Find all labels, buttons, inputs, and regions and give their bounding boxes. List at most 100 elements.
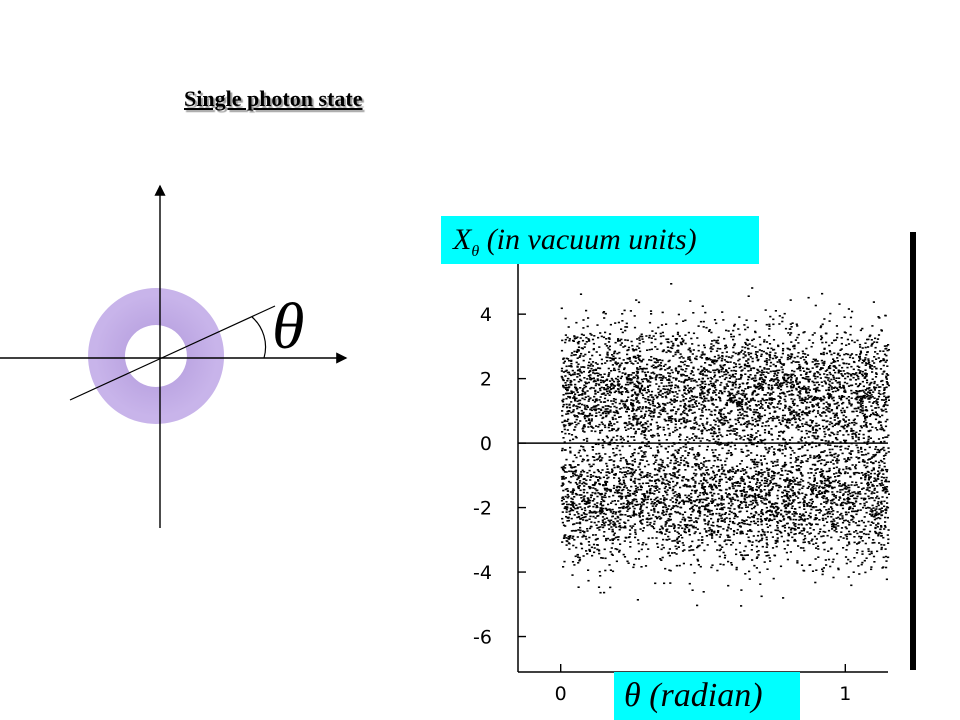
scatter-point bbox=[603, 522, 606, 525]
scatter-point bbox=[660, 502, 663, 504]
scatter-point bbox=[730, 375, 733, 378]
scatter-point bbox=[855, 354, 858, 356]
scatter-point bbox=[675, 493, 678, 496]
scatter-point bbox=[613, 405, 616, 408]
scatter-point bbox=[873, 541, 876, 544]
scatter-point bbox=[648, 348, 651, 351]
scatter-point bbox=[633, 315, 636, 317]
scatter-point bbox=[699, 565, 702, 568]
scatter-point bbox=[869, 437, 872, 439]
scatter-point bbox=[633, 498, 636, 500]
scatter-point bbox=[616, 421, 619, 423]
scatter-point bbox=[766, 368, 769, 370]
scatter-point bbox=[624, 339, 627, 341]
scatter-point bbox=[657, 469, 660, 472]
scatter-point bbox=[836, 552, 839, 555]
scatter-point bbox=[569, 466, 573, 468]
scatter-point bbox=[727, 449, 730, 452]
scatter-point bbox=[684, 518, 687, 520]
scatter-point bbox=[687, 331, 690, 334]
scatter-point bbox=[847, 433, 850, 436]
scatter-point bbox=[679, 361, 683, 363]
scatter-point bbox=[647, 407, 650, 409]
scatter-point bbox=[645, 428, 648, 430]
scatter-point bbox=[666, 483, 669, 485]
scatter-point bbox=[687, 479, 690, 481]
scatter-point bbox=[576, 483, 579, 486]
scatter-point bbox=[751, 357, 754, 360]
scatter-point bbox=[776, 361, 779, 363]
scatter-point bbox=[745, 319, 748, 321]
scatter-point bbox=[614, 511, 618, 513]
scatter-point bbox=[701, 437, 704, 440]
scatter-point bbox=[694, 401, 697, 404]
scatter-point bbox=[757, 471, 760, 473]
scatter-point bbox=[579, 337, 582, 339]
scatter-point bbox=[807, 296, 810, 299]
scatter-point bbox=[772, 391, 775, 393]
scatter-point bbox=[644, 444, 647, 447]
scatter-point bbox=[835, 377, 838, 379]
scatter-point bbox=[705, 531, 708, 533]
scatter-point bbox=[726, 494, 729, 496]
scatter-point bbox=[880, 501, 883, 504]
scatter-point bbox=[619, 510, 622, 512]
scatter-point bbox=[646, 498, 649, 501]
scatter-point bbox=[761, 407, 764, 410]
scatter-point bbox=[749, 500, 752, 503]
scatter-point bbox=[743, 435, 746, 437]
scatter-point bbox=[782, 377, 785, 379]
scatter-point bbox=[835, 503, 838, 506]
scatter-point bbox=[873, 489, 876, 491]
scatter-point bbox=[734, 428, 737, 430]
scatter-point bbox=[602, 512, 606, 515]
scatter-point bbox=[728, 392, 731, 394]
scatter-point bbox=[672, 377, 675, 379]
scatter-point bbox=[713, 359, 716, 361]
scatter-point bbox=[725, 481, 728, 483]
scatter-point bbox=[720, 359, 723, 362]
scatter-point bbox=[732, 498, 735, 500]
scatter-point bbox=[849, 501, 852, 504]
scatter-point bbox=[713, 355, 716, 358]
scatter-point bbox=[821, 568, 824, 571]
scatter-point bbox=[857, 509, 860, 512]
scatter-point bbox=[810, 523, 813, 526]
scatter-point bbox=[668, 359, 671, 362]
scatter-point bbox=[672, 468, 675, 470]
scatter-point bbox=[767, 450, 770, 452]
scatter-point bbox=[760, 520, 764, 522]
scatter-point bbox=[643, 430, 646, 433]
scatter-point bbox=[803, 535, 806, 537]
scatter-point bbox=[673, 455, 676, 458]
scatter-point bbox=[768, 501, 771, 503]
scatter-point bbox=[783, 464, 786, 467]
scatter-point bbox=[649, 377, 652, 380]
scatter-point bbox=[867, 459, 870, 461]
scatter-point bbox=[825, 426, 828, 429]
scatter-point bbox=[620, 338, 623, 341]
scatter-point bbox=[833, 416, 836, 418]
scatter-point bbox=[783, 379, 786, 382]
scatter-point bbox=[647, 430, 650, 432]
scatter-point bbox=[584, 519, 588, 522]
scatter-point bbox=[587, 364, 590, 367]
scatter-point bbox=[748, 364, 751, 367]
scatter-point bbox=[625, 497, 628, 499]
scatter-point bbox=[612, 411, 615, 413]
scatter-point bbox=[609, 551, 612, 553]
scatter-point bbox=[888, 493, 890, 495]
scatter-point bbox=[876, 353, 879, 355]
scatter-point bbox=[696, 546, 699, 549]
scatter-point bbox=[816, 496, 819, 499]
scatter-point bbox=[829, 421, 832, 423]
scatter-point bbox=[699, 384, 702, 386]
scatter-point bbox=[768, 353, 771, 356]
scatter-point bbox=[849, 453, 852, 455]
scatter-point bbox=[682, 501, 685, 504]
scatter-point bbox=[590, 546, 593, 549]
scatter-point bbox=[837, 404, 840, 407]
scatter-point bbox=[854, 398, 857, 400]
scatter-point bbox=[610, 547, 613, 549]
scatter-point bbox=[880, 479, 883, 482]
